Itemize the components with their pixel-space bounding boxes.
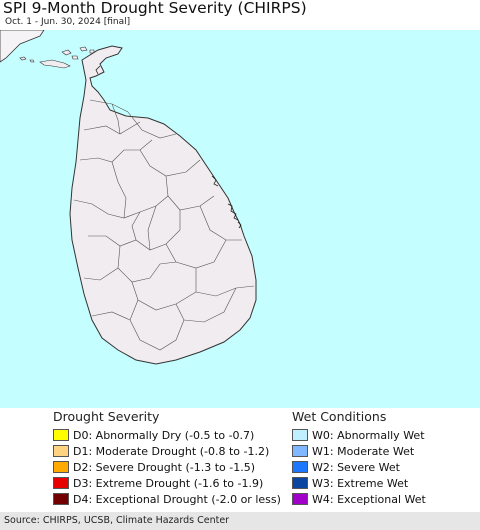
legend-label-w0: W0: Abnormally Wet [312,428,425,442]
legend: Drought Severity D0: Abnormally Dry (-0.… [0,408,480,512]
sri-lanka-landmass [69,45,257,365]
legend-item-w2: W2: Severe Wet [292,459,426,475]
mannar-islets-2 [19,56,35,63]
legend-swatch-d4 [53,493,69,505]
drought-legend: Drought Severity D0: Abnormally Dry (-0.… [53,408,281,507]
legend-swatch-d0 [53,429,69,441]
india-landmass [0,30,45,63]
map-subtitle: Oct. 1 - Jun. 30, 2024 [final] [5,17,131,27]
legend-label-d0: D0: Abnormally Dry (-0.5 to -0.7) [73,428,255,442]
header: SPI 9-Month Drought Severity (CHIRPS) Oc… [0,0,480,30]
map-svg [0,30,257,365]
source-credit: Source: CHIRPS, UCSB, Climate Hazards Ce… [4,515,230,526]
legend-label-w4: W4: Exceptional Wet [312,492,426,506]
legend-swatch-w4 [292,493,308,505]
legend-swatch-w0 [292,429,308,441]
district-boundaries [73,99,255,351]
legend-swatch-w2 [292,461,308,473]
legend-label-w2: W2: Severe Wet [312,460,400,474]
legend-label-w1: W1: Moderate Wet [312,444,415,458]
legend-swatch-d3 [53,477,69,489]
legend-item-d4: D4: Exceptional Drought (-2.0 or less) [53,491,281,507]
wet-legend: Wet Conditions W0: Abnormally Wet W1: Mo… [292,408,426,507]
legend-label-d2: D2: Severe Drought (-1.3 to -1.5) [73,460,256,474]
map-area[interactable] [0,30,480,408]
legend-label-w3: W3: Extreme Wet [312,476,409,490]
legend-swatch-d1 [53,445,69,457]
legend-swatch-w3 [292,477,308,489]
legend-item-w4: W4: Exceptional Wet [292,491,426,507]
legend-swatch-w1 [292,445,308,457]
legend-item-w1: W1: Moderate Wet [292,443,426,459]
legend-label-d4: D4: Exceptional Drought (-2.0 or less) [73,492,281,506]
coast-details [95,65,242,229]
legend-label-d1: D1: Moderate Drought (-0.8 to -1.2) [73,444,270,458]
drought-legend-heading: Drought Severity [53,409,160,424]
mannar-islets [39,59,71,69]
legend-swatch-d2 [53,461,69,473]
legend-item-d3: D3: Extreme Drought (-1.6 to -1.9) [53,475,281,491]
legend-item-d0: D0: Abnormally Dry (-0.5 to -0.7) [53,427,281,443]
legend-item-w0: W0: Abnormally Wet [292,427,426,443]
wet-legend-heading: Wet Conditions [292,409,387,424]
footer: Source: CHIRPS, UCSB, Climate Hazards Ce… [0,512,480,530]
jaffna-islets [61,46,95,60]
legend-label-d3: D3: Extreme Drought (-1.6 to -1.9) [73,476,264,490]
map-title: SPI 9-Month Drought Severity (CHIRPS) [3,0,307,17]
legend-item-w3: W3: Extreme Wet [292,475,426,491]
legend-item-d1: D1: Moderate Drought (-0.8 to -1.2) [53,443,281,459]
legend-item-d2: D2: Severe Drought (-1.3 to -1.5) [53,459,281,475]
